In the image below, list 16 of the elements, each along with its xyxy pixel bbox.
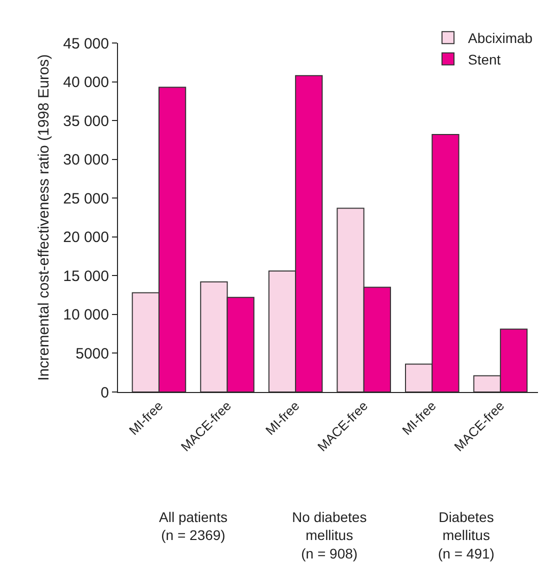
text: All patients (n = 2369) <box>159 509 228 544</box>
y-tick-label: 0 <box>100 384 109 402</box>
legend-label: Abciximab <box>468 30 533 46</box>
y-tick-label: 45 000 <box>63 35 109 52</box>
y-tick-label: 30 000 <box>63 152 109 169</box>
y-tick-label: 40 000 <box>63 74 109 92</box>
y-axis-title: Incremental cost-effectiveness ratio (1998 Euros) <box>35 54 52 381</box>
legend-label: Stent <box>468 51 501 68</box>
y-tick-label: 20 000 <box>63 229 109 246</box>
text: Diabetes mellitus (n = 491) <box>438 509 494 562</box>
text: No diabetes mellitus (n = 908) <box>292 509 367 562</box>
y-tick-label: 25 000 <box>63 190 109 208</box>
y-tick-label: 35 000 <box>63 112 109 130</box>
y-tick-label: 15 000 <box>63 268 109 285</box>
y-tick-label: 5000 <box>76 345 109 362</box>
y-tick-label: 10 000 <box>63 306 109 324</box>
